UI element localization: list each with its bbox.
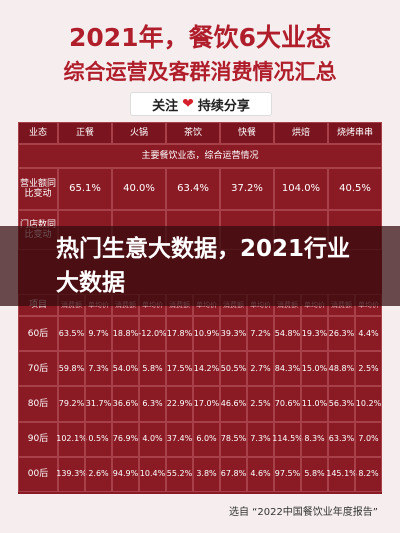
overlay-text: 热门生意大数据，2021行业大数据 (56, 236, 351, 296)
cell-value: 104.0% (274, 168, 328, 210)
cell-value: 26.3% (328, 316, 355, 352)
cell-value: 78.5% (220, 421, 247, 457)
table: 业态 正餐 火锅 茶饮 快餐 烘焙 烧烤串串 主要餐饮业态，综合运营情况 营业额同比变动 65.1… (18, 122, 382, 494)
cell-value: 2.6% (85, 456, 112, 492)
row-label: 60后 (18, 316, 58, 352)
cell-value: 39.3% (220, 316, 247, 352)
column-header: 烘焙 (274, 122, 328, 144)
cell-value: 17.8% (166, 316, 193, 352)
cell-value: 40.5% (328, 168, 382, 210)
cell-value: 97.5% (274, 456, 301, 492)
cell-value: 4.6% (247, 456, 274, 492)
cell-value: 36.6% (112, 386, 139, 422)
cell-value: 2.7% (247, 351, 274, 387)
cell-value: 7.3% (247, 421, 274, 457)
cell-value: 0.5% (85, 421, 112, 457)
cell-value: 17.5% (166, 351, 193, 387)
row-label: 70后 (18, 351, 58, 387)
column-header: 业态 (18, 122, 58, 144)
footer: 选自 “2022中国餐饮业年度报告” (229, 507, 378, 518)
cell-value: 67.8% (220, 456, 247, 492)
cell-value: 65.1% (58, 168, 112, 210)
heart-icon: ❤ (182, 96, 194, 112)
cell-value: 6.3% (139, 386, 166, 422)
follow-pill[interactable]: 关注 ❤ 持续分享 (130, 92, 272, 116)
row-label: 80后 (18, 386, 58, 422)
cell-value: 76.9% (112, 421, 139, 457)
cell-value: 4.0% (139, 421, 166, 457)
column-header: 正餐 (58, 122, 112, 144)
cell-value: 6.0% (193, 421, 220, 457)
cell-value: 2.5% (355, 351, 382, 387)
column-header: 火锅 (112, 122, 166, 144)
cell-value: 7.3% (85, 351, 112, 387)
cell-value: 54.0% (112, 351, 139, 387)
cell-value: 10.9% (193, 316, 220, 352)
section-header: 主要餐饮业态，综合运营情况 (18, 144, 382, 168)
title: 2021年，餐饮6大业态 (69, 23, 331, 52)
cell-value: 11.0% (301, 386, 328, 422)
cell-value: 2.5% (247, 386, 274, 422)
cell-value: 10.2% (355, 386, 382, 422)
cell-value: 84.3% (274, 351, 301, 387)
subtitle: 综合运营及客群消费情况汇总 (63, 60, 337, 84)
column-header: 烧烤串串 (328, 122, 382, 144)
cell-value: 9.7% (85, 316, 112, 352)
cell-value: 48.8% (328, 351, 355, 387)
cell-value: 4.4% (355, 316, 382, 352)
share: 持续分享 (197, 98, 250, 114)
cell-value: 50.5% (220, 351, 247, 387)
cell-value: 94.9% (112, 456, 139, 492)
cell-value: 15.0% (301, 351, 328, 387)
cell-value: 46.6% (220, 386, 247, 422)
cell-value: 55.2% (166, 456, 193, 492)
cell-value: 59.8% (58, 351, 85, 387)
cell-value: 37.4% (166, 421, 193, 457)
cell-value: 114.5% (272, 421, 303, 457)
cell-value: 22.9% (166, 386, 193, 422)
cell-value: 79.2% (58, 386, 85, 422)
cell-value: 5.8% (301, 456, 328, 492)
cell-value: 8.2% (355, 456, 382, 492)
cell-value: 37.2% (220, 168, 274, 210)
cell-value: 7.2% (247, 316, 274, 352)
row-label: 00后 (18, 456, 58, 492)
row-label: 营业额同比变动 (18, 168, 58, 210)
cell-value: 31.7% (85, 386, 112, 422)
cell-value: 139.3% (56, 456, 87, 492)
cell-value: 63.3% (328, 421, 355, 457)
cell-value: 17.0% (193, 386, 220, 422)
cell-value: 145.1% (326, 456, 357, 492)
cell-value: -12.0% (138, 316, 167, 352)
cell-value: 8.3% (301, 421, 328, 457)
cell-value: 10.4% (139, 456, 166, 492)
cell-value: 3.8% (193, 456, 220, 492)
cell-value: 63.4% (166, 168, 220, 210)
cell-value: 40.0% (112, 168, 166, 210)
cell-value: 102.1% (56, 421, 87, 457)
column-header: 茶饮 (166, 122, 220, 144)
row-label: 90后 (18, 421, 58, 457)
cell-value: 18.8% (112, 316, 139, 352)
cell-value: 63.5% (58, 316, 85, 352)
cell-value: 19.3% (301, 316, 328, 352)
cell-value: 70.6% (274, 386, 301, 422)
overlay-band (0, 226, 400, 306)
cell-value: 56.3% (328, 386, 355, 422)
cell-value: 54.8% (274, 316, 301, 352)
cell-value: 14.2% (193, 351, 220, 387)
cell-value: 7.0% (355, 421, 382, 457)
cell-value: 5.8% (139, 351, 166, 387)
column-header: 快餐 (220, 122, 274, 144)
follow: 关注 (152, 98, 179, 114)
